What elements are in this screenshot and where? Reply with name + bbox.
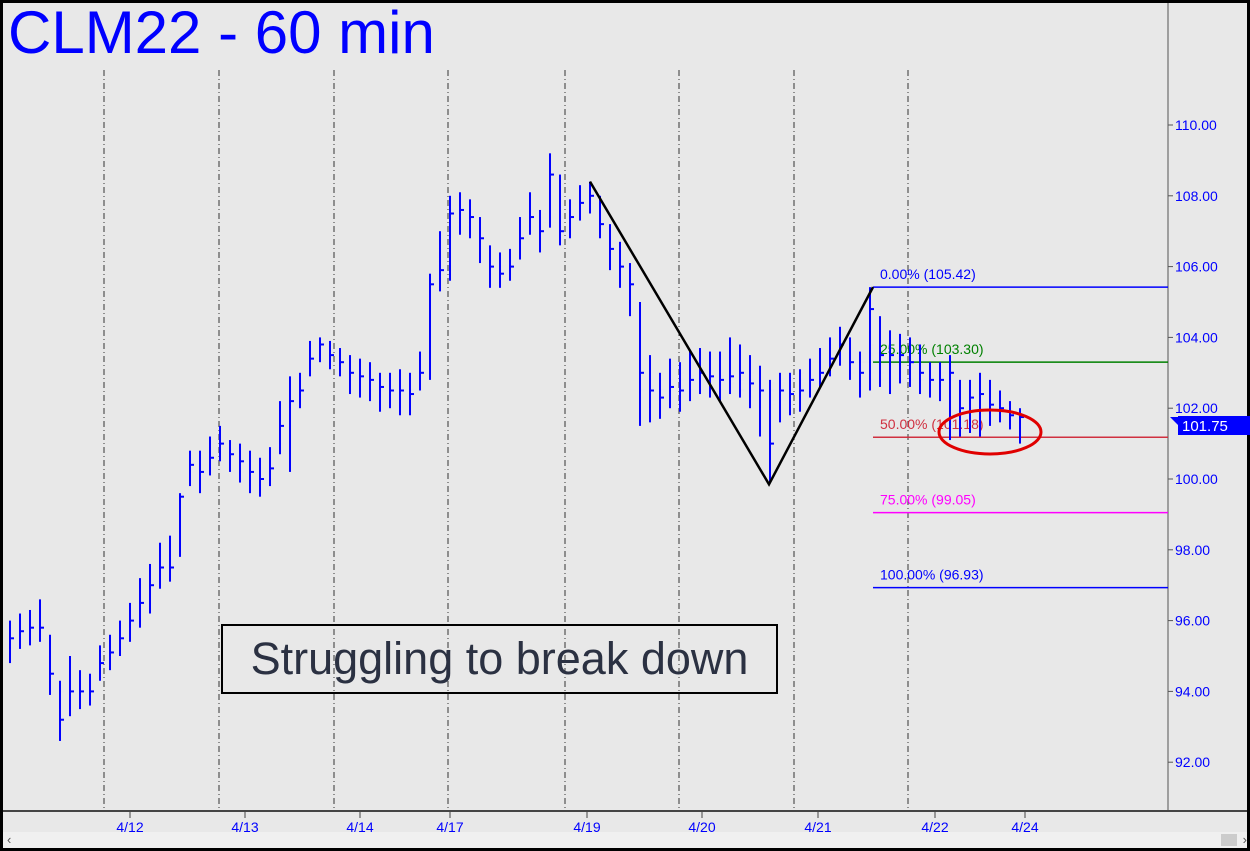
x-tick-label: 4/20: [688, 819, 715, 835]
y-tick-label: 110.00: [1175, 117, 1217, 133]
fib-level-label: 50.00% (101.18): [880, 416, 984, 432]
scroll-left-icon[interactable]: ‹: [7, 832, 12, 847]
x-tick-label: 4/17: [436, 819, 463, 835]
abc-pattern-line: [588, 181, 875, 487]
y-tick-label: 104.00: [1175, 329, 1218, 345]
y-tick-label: 102.00: [1175, 400, 1218, 416]
fib-level-label: 0.00% (105.42): [880, 266, 976, 282]
last-price-tag: [1170, 416, 1250, 436]
annotation-box: Struggling to break down: [221, 624, 778, 694]
y-tick-label: 98.00: [1175, 542, 1210, 558]
y-tick-label: 96.00: [1175, 613, 1210, 629]
x-tick-label: 4/12: [116, 819, 143, 835]
y-tick-label: 108.00: [1175, 188, 1218, 204]
horizontal-scrollbar[interactable]: ‹ ›: [3, 832, 1247, 848]
fib-level-label: 25.00% (103.30): [880, 341, 984, 357]
y-tick-label: 94.00: [1175, 683, 1210, 699]
y-tick-label: 100.00: [1175, 471, 1218, 487]
fib-level-label: 75.00% (99.05): [880, 492, 976, 508]
x-tick-label: 4/19: [573, 819, 600, 835]
scroll-thumb[interactable]: [1221, 834, 1237, 846]
x-tick-label: 4/13: [231, 819, 258, 835]
x-tick-label: 4/14: [346, 819, 373, 835]
highlight-circle: [937, 408, 1043, 456]
chart-title: CLM22 - 60 min: [8, 0, 435, 66]
x-tick-label: 4/24: [1011, 819, 1038, 835]
y-tick-label: 106.00: [1175, 259, 1218, 275]
x-tick-label: 4/22: [921, 819, 948, 835]
fib-level-label: 100.00% (96.93): [880, 567, 984, 583]
last-price-label: 101.75: [1182, 418, 1228, 435]
scroll-right-icon[interactable]: ›: [1242, 832, 1247, 847]
y-tick-label: 92.00: [1175, 754, 1210, 770]
x-tick-label: 4/21: [804, 819, 831, 835]
